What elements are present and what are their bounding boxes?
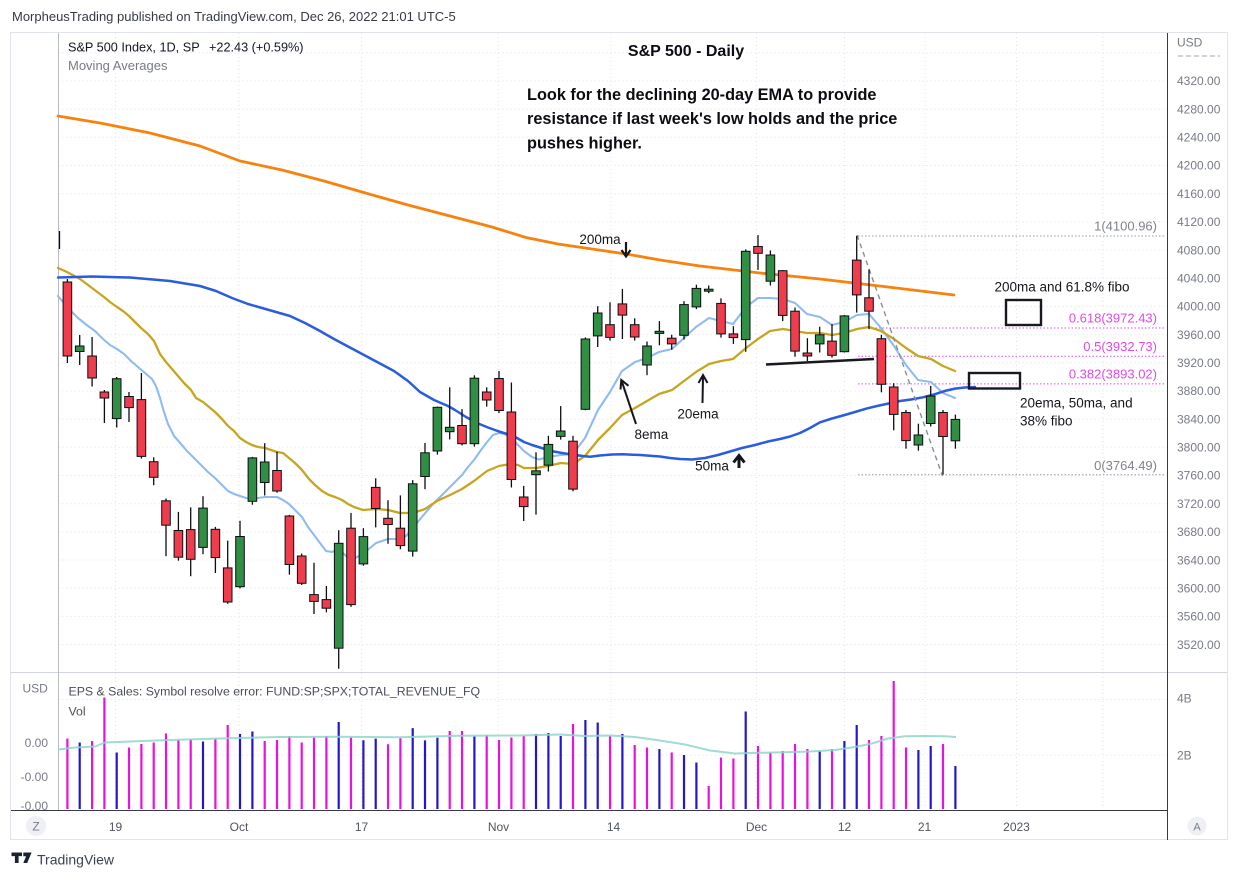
svg-text:8ema: 8ema (635, 427, 669, 442)
svg-text:3960.00: 3960.00 (1177, 328, 1221, 342)
svg-text:4B: 4B (1177, 692, 1192, 706)
svg-text:0.618(3972.43): 0.618(3972.43) (1069, 311, 1157, 326)
svg-text:14: 14 (607, 820, 621, 834)
svg-text:4160.00: 4160.00 (1177, 187, 1221, 201)
svg-text:4080.00: 4080.00 (1177, 243, 1221, 257)
svg-text:MorpheusTrading published on T: MorpheusTrading published on TradingView… (12, 9, 456, 24)
svg-text:pushes higher.: pushes higher. (527, 134, 642, 152)
svg-text:12: 12 (838, 820, 852, 834)
svg-text:4200.00: 4200.00 (1177, 159, 1221, 173)
svg-text:21: 21 (918, 820, 932, 834)
svg-text:Vol: Vol (69, 705, 86, 719)
svg-text:3680.00: 3680.00 (1177, 525, 1221, 539)
svg-text:A: A (1193, 822, 1201, 834)
svg-text:19: 19 (109, 820, 123, 834)
svg-text:S&P 500 Index, 1D, SP: S&P 500 Index, 1D, SP (68, 41, 200, 55)
svg-text:2023: 2023 (1003, 820, 1030, 834)
svg-text:3600.00: 3600.00 (1177, 581, 1221, 595)
svg-text:Moving Averages: Moving Averages (68, 58, 168, 73)
svg-text:3880.00: 3880.00 (1177, 384, 1221, 398)
svg-text:4320.00: 4320.00 (1177, 74, 1221, 88)
svg-text:0.5(3932.73): 0.5(3932.73) (1083, 339, 1157, 354)
svg-text:3720.00: 3720.00 (1177, 497, 1221, 511)
svg-text:3840.00: 3840.00 (1177, 412, 1221, 426)
svg-text:USD: USD (1177, 36, 1203, 50)
svg-text:200ma: 200ma (579, 232, 621, 247)
svg-text:3640.00: 3640.00 (1177, 553, 1221, 567)
svg-text:-0.00: -0.00 (21, 770, 49, 784)
svg-text:4120.00: 4120.00 (1177, 215, 1221, 229)
svg-text:38% fibo: 38% fibo (1020, 414, 1073, 429)
svg-text:3920.00: 3920.00 (1177, 356, 1221, 370)
svg-text:2B: 2B (1177, 749, 1192, 763)
svg-text:3760.00: 3760.00 (1177, 469, 1221, 483)
svg-text:resistance if last week's low: resistance if last week's low holds and … (527, 110, 897, 128)
svg-text:3520.00: 3520.00 (1177, 638, 1221, 652)
svg-text:0.382(3893.02): 0.382(3893.02) (1069, 366, 1157, 381)
svg-text:0.00: 0.00 (25, 736, 49, 750)
svg-text:4000.00: 4000.00 (1177, 300, 1221, 314)
svg-text:17: 17 (355, 820, 369, 834)
svg-text:4240.00: 4240.00 (1177, 131, 1221, 145)
svg-text:4040.00: 4040.00 (1177, 272, 1221, 286)
svg-text:S&P 500 - Daily: S&P 500 - Daily (628, 43, 744, 60)
svg-text:Z: Z (32, 820, 39, 834)
svg-text:+22.43 (+0.59%): +22.43 (+0.59%) (209, 41, 304, 55)
svg-text:4280.00: 4280.00 (1177, 102, 1221, 116)
svg-text:1(4100.96): 1(4100.96) (1094, 219, 1157, 234)
svg-text:200ma and 61.8% fibo: 200ma and 61.8% fibo (994, 280, 1129, 295)
svg-text:3560.00: 3560.00 (1177, 610, 1221, 624)
svg-text:USD: USD (23, 682, 49, 696)
svg-text:3800.00: 3800.00 (1177, 441, 1221, 455)
svg-text:-0.00: -0.00 (21, 799, 49, 813)
svg-text:EPS & Sales: Symbol resolve er: EPS & Sales: Symbol resolve error: FUND:… (69, 685, 481, 699)
svg-text:Nov: Nov (488, 820, 509, 834)
svg-text:Look for the declining 20-day: Look for the declining 20-day EMA to pro… (527, 86, 876, 104)
svg-text:50ma: 50ma (695, 459, 729, 474)
svg-text:TradingView: TradingView (37, 852, 115, 868)
svg-text:Dec: Dec (746, 820, 767, 834)
svg-text:Oct: Oct (230, 820, 249, 834)
svg-text:0(3764.49): 0(3764.49) (1094, 458, 1157, 473)
svg-text:20ema: 20ema (677, 407, 719, 422)
svg-text:20ema, 50ma, and: 20ema, 50ma, and (1020, 396, 1133, 411)
